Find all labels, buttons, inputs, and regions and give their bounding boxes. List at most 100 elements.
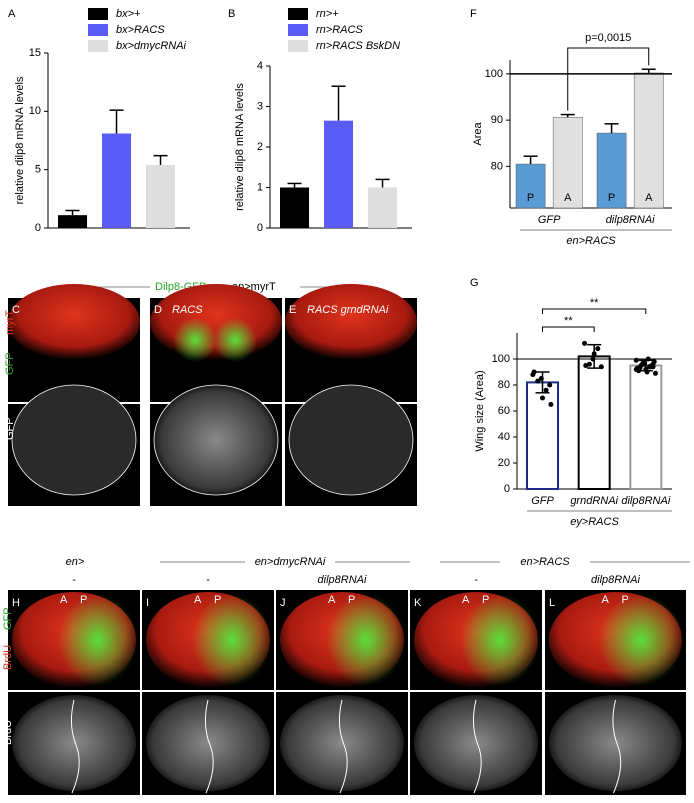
y-tick-label: 10 xyxy=(29,105,41,117)
wing-gray xyxy=(11,384,137,496)
data-point xyxy=(650,364,656,370)
panel-letter: F xyxy=(470,8,477,20)
data-point xyxy=(633,366,639,372)
bar xyxy=(58,215,88,228)
y-tick-label: 40 xyxy=(498,431,510,443)
condition: - xyxy=(72,574,76,586)
compartment: P xyxy=(80,594,87,606)
compartment-line xyxy=(612,699,622,794)
panel-letter: B xyxy=(228,8,235,20)
bar xyxy=(280,187,310,228)
bar-label: P xyxy=(527,192,534,204)
compartment: A xyxy=(462,594,470,606)
compartment-line xyxy=(70,699,80,794)
compartment: P xyxy=(348,594,355,606)
panel-label: RACS grndRNAi xyxy=(307,304,389,316)
panel-letter: J xyxy=(280,597,286,609)
y-tick-label: 20 xyxy=(498,457,510,469)
condition: - xyxy=(474,574,478,586)
gfp-signal xyxy=(213,318,257,362)
x-tick-label: dilp8RNAi xyxy=(621,495,670,507)
gfp-signal xyxy=(192,594,272,686)
y-tick-label: 2 xyxy=(257,141,263,153)
legend-swatch xyxy=(288,40,308,52)
legend-swatch xyxy=(88,40,108,52)
y-tick-label: 0 xyxy=(257,222,263,234)
gfp-signal xyxy=(598,594,684,686)
gfp-signal xyxy=(58,594,138,686)
legend-swatch xyxy=(88,24,108,36)
data-point xyxy=(531,369,537,375)
y-tick-label: 15 xyxy=(29,47,41,59)
legend-swatch xyxy=(288,24,308,36)
bar xyxy=(629,364,663,490)
panel-letter: D xyxy=(154,304,162,316)
y-tick-label: 80 xyxy=(498,379,510,391)
legend-swatch xyxy=(288,8,308,20)
group-label: en>RACS xyxy=(520,556,570,568)
y-tick-label: 0 xyxy=(35,222,41,234)
gfp-signal xyxy=(173,318,217,362)
legend-label: rn>RACS BskDN xyxy=(316,40,400,52)
bar xyxy=(368,187,398,228)
panel-letter: H xyxy=(12,597,20,609)
y-axis-label: Wing size (Area) xyxy=(474,370,486,451)
annotation: ** xyxy=(590,297,599,309)
compartment-line xyxy=(338,699,348,794)
panel-letter: K xyxy=(414,597,422,609)
wing-gray xyxy=(153,384,279,496)
legend-label: bx>+ xyxy=(116,8,141,20)
annotation: ** xyxy=(564,315,573,327)
legend-label: rn>RACS xyxy=(316,24,363,36)
bar-label: A xyxy=(645,192,653,204)
wing-gray xyxy=(549,695,682,791)
y-tick-label: 4 xyxy=(257,60,263,72)
panel-letter: L xyxy=(549,597,555,609)
significance-bracket xyxy=(567,47,650,111)
y-tick-label: 1 xyxy=(257,181,263,193)
bar xyxy=(633,72,664,209)
significance-bracket xyxy=(542,326,595,332)
wing-gray xyxy=(146,695,270,791)
row-label-myrt: myrT xyxy=(4,310,16,335)
panel-label: RACS xyxy=(172,304,203,316)
bar xyxy=(146,165,176,228)
data-point xyxy=(583,363,589,368)
bar xyxy=(324,120,354,228)
compartment-line xyxy=(204,699,214,794)
compartment-line xyxy=(472,699,482,794)
condition: dilp8RNAi xyxy=(591,574,640,586)
wing-gray xyxy=(12,695,136,791)
row-label-gfp: GFP xyxy=(2,607,14,630)
data-point xyxy=(582,340,588,346)
data-point xyxy=(651,359,657,365)
gfp-signal xyxy=(460,594,540,686)
y-tick-label: 3 xyxy=(257,100,263,112)
legend-swatch xyxy=(88,8,108,20)
y-tick-label: 5 xyxy=(35,164,41,176)
wing-red xyxy=(8,284,140,360)
condition: - xyxy=(206,574,210,586)
panel-letter: E xyxy=(289,304,296,316)
data-point xyxy=(540,395,545,401)
data-point xyxy=(547,382,553,388)
data-point xyxy=(548,402,554,407)
wing-red xyxy=(285,284,417,360)
bar xyxy=(102,133,132,228)
row-label: GFP xyxy=(4,417,16,440)
y-axis-label: relative dilp8 mRNA levels xyxy=(14,76,26,204)
bar-label: A xyxy=(564,192,572,204)
bar-label: P xyxy=(608,192,615,204)
y-tick-label: 100 xyxy=(485,68,503,80)
group-label: en>dmycRNAi xyxy=(255,556,326,568)
compartment: A xyxy=(194,594,202,606)
x-tick-label: dilp8RNAi xyxy=(606,214,655,226)
panel-letter: I xyxy=(146,597,149,609)
compartment: A xyxy=(328,594,336,606)
panel-letter: G xyxy=(470,277,479,289)
data-point xyxy=(535,378,541,384)
x-tick-label: grndRNAi xyxy=(570,495,618,507)
x-tick-label: GFP xyxy=(531,495,554,507)
annotation: p=0,0015 xyxy=(585,32,631,44)
